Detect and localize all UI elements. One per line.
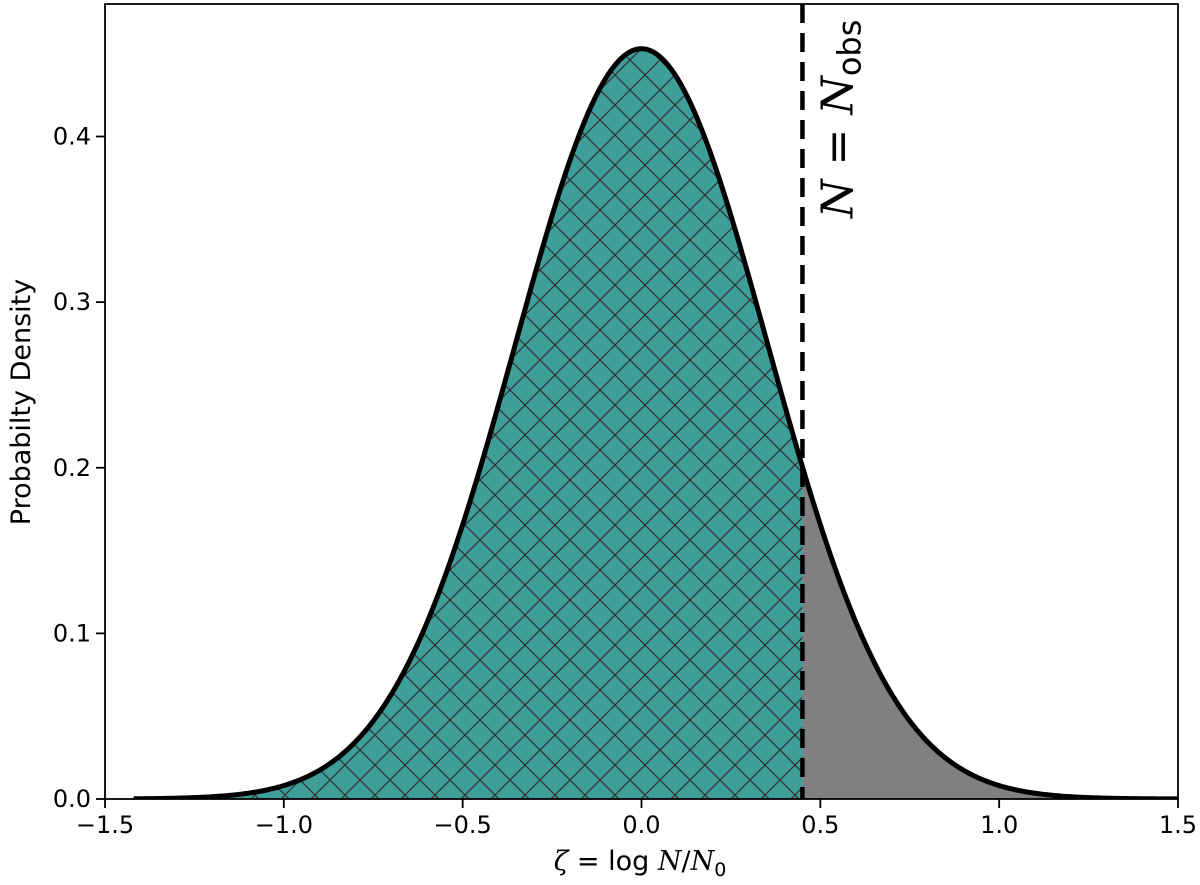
x-label-slash: /: [681, 846, 691, 877]
x-label-var: N: [657, 846, 683, 877]
x-tick-label: 1.0: [980, 811, 1018, 839]
density-curve: [132, 46, 1178, 799]
x-tick-label: −1.5: [76, 811, 134, 839]
threshold-label-sub: obs: [830, 20, 868, 77]
x-label-equals: = log: [568, 846, 658, 877]
x-tick-label: −0.5: [434, 811, 492, 839]
x-label-sub: 0: [714, 859, 726, 881]
y-tick-label: 0.1: [53, 619, 91, 647]
x-axis-label: ζ = log N/N0: [554, 846, 727, 881]
x-axis-ticks: −1.5 −1.0 −0.5 0.0 0.5 1.0 1.5: [76, 799, 1197, 839]
threshold-label-var2: N: [812, 75, 863, 116]
right-region-fill: [802, 466, 1178, 799]
x-tick-label: −1.0: [255, 811, 313, 839]
threshold-label: N = Nobs: [812, 20, 868, 219]
y-tick-label: 0.0: [53, 785, 91, 813]
y-axis-ticks: 0.0 0.1 0.2 0.3 0.4: [53, 123, 105, 813]
x-label-var0: N: [690, 846, 716, 877]
threshold-label-var: N: [812, 178, 863, 219]
y-axis-label: Probabilty Density: [6, 279, 37, 525]
left-region-hatch: [133, 48, 803, 799]
x-tick-label: 0.0: [622, 811, 660, 839]
x-label-symbol: ζ: [554, 846, 570, 877]
x-tick-label: 0.5: [801, 811, 839, 839]
y-tick-label: 0.2: [53, 454, 91, 482]
x-tick-label: 1.5: [1159, 811, 1197, 839]
threshold-label-equals: =: [812, 115, 863, 180]
y-tick-label: 0.3: [53, 288, 91, 316]
y-tick-label: 0.4: [53, 123, 91, 151]
